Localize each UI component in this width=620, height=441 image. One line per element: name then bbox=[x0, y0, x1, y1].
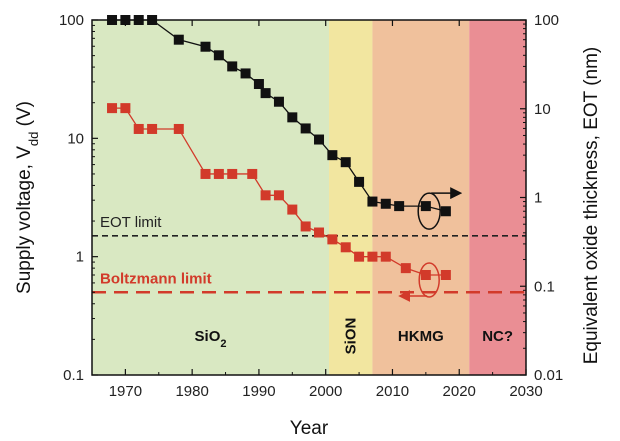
reference-line-1-label: Boltzmann limit bbox=[100, 270, 212, 287]
x-tick-label-5: 2020 bbox=[443, 383, 476, 400]
series-1-point-1 bbox=[120, 103, 131, 114]
series-1-point-6 bbox=[213, 168, 224, 179]
series-0-point-11 bbox=[273, 96, 284, 107]
series-0-point-9 bbox=[253, 79, 264, 90]
y-left-tick-label-3: 100 bbox=[59, 12, 84, 29]
reference-line-0-label: EOT limit bbox=[100, 214, 162, 231]
x-tick-label-1: 1980 bbox=[175, 383, 208, 400]
series-0-point-4 bbox=[173, 34, 184, 45]
region-3-band bbox=[469, 20, 526, 375]
series-0-point-15 bbox=[327, 150, 338, 161]
x-tick-label-4: 2010 bbox=[376, 383, 409, 400]
regions-layer: SiO2 SiON HKMG NC? bbox=[92, 20, 526, 375]
region-2-band bbox=[372, 20, 470, 375]
region-3-label-main: NC? bbox=[482, 328, 513, 345]
black-series-ellipse bbox=[417, 192, 441, 230]
series-0-point-22 bbox=[440, 206, 451, 217]
y-axis-left-title: Supply voltage, Vdd (V) bbox=[14, 101, 41, 294]
y-left-tick-label-0: 0.1 bbox=[63, 367, 84, 384]
y-right-tick-label-0: 0.01 bbox=[534, 367, 563, 384]
y-right-tick-label-3: 10 bbox=[534, 101, 551, 118]
region-2-label-main: HKMG bbox=[398, 328, 444, 345]
y-axis-right-title: Equivalent oxide thickness, EOT (nm) bbox=[581, 47, 602, 365]
series-0-point-21 bbox=[420, 201, 431, 212]
series-1-point-8 bbox=[247, 168, 258, 179]
region-1-label: SiON bbox=[343, 318, 360, 355]
y-axis-left-title-main: Supply voltage, V bbox=[14, 146, 35, 294]
x-axis-title: Year bbox=[290, 418, 329, 439]
series-1-point-7 bbox=[227, 168, 238, 179]
series-0-point-13 bbox=[300, 123, 311, 134]
series-1-point-19 bbox=[400, 263, 411, 274]
region-0-label-main: SiO bbox=[195, 328, 221, 345]
series-1-point-20 bbox=[420, 269, 431, 280]
region-0-label: SiO2 bbox=[195, 328, 227, 350]
reference-lines-layer: EOT limit Boltzmann limit bbox=[92, 214, 526, 294]
region-0-band bbox=[92, 20, 330, 375]
series-1-point-13 bbox=[314, 227, 325, 238]
series-1-point-15 bbox=[340, 242, 351, 253]
series-1-point-0 bbox=[107, 103, 118, 114]
region-1-label-main: SiON bbox=[343, 318, 360, 355]
y-axis-left-title-sub: dd bbox=[26, 132, 41, 146]
x-tick-label-6: 2030 bbox=[509, 383, 542, 400]
series-0-point-17 bbox=[354, 176, 365, 187]
series-1-point-21 bbox=[440, 269, 451, 280]
series-0-point-19 bbox=[380, 198, 391, 209]
series-0-point-12 bbox=[287, 112, 298, 123]
series-1-point-16 bbox=[354, 251, 365, 262]
series-1-point-2 bbox=[133, 123, 144, 134]
x-tick-label-2: 1990 bbox=[242, 383, 275, 400]
y-axis-left-title-unit: (V) bbox=[14, 101, 35, 132]
series-0-point-6 bbox=[213, 50, 224, 61]
series-0-point-18 bbox=[367, 196, 378, 207]
x-tick-label-0: 1970 bbox=[109, 383, 142, 400]
series-0-point-8 bbox=[240, 68, 251, 79]
region-0-label-sub: 2 bbox=[220, 338, 226, 350]
region-2-label: HKMG bbox=[398, 328, 444, 345]
series-1-point-18 bbox=[380, 251, 391, 262]
y-left-tick-label-2: 10 bbox=[67, 130, 84, 147]
annotation-layer bbox=[398, 187, 463, 302]
region-1-band bbox=[329, 20, 373, 375]
series-0-point-5 bbox=[200, 41, 211, 52]
axes-layer: 1970 1980 1990 2000 2010 2020 2030 0.1 1 10 100 0.0… bbox=[59, 12, 563, 400]
red-series-ellipse bbox=[418, 262, 440, 298]
series-0-point-16 bbox=[340, 157, 351, 168]
x-tick-label-3: 2000 bbox=[309, 383, 342, 400]
series-0-point-10 bbox=[260, 88, 271, 99]
series-1-point-12 bbox=[300, 221, 311, 232]
series-1-line bbox=[112, 107, 446, 276]
series-1-point-9 bbox=[260, 190, 271, 201]
series-0-point-14 bbox=[314, 134, 325, 145]
series-1-point-14 bbox=[327, 234, 338, 245]
y-right-tick-label-4: 100 bbox=[534, 12, 559, 29]
series-1-point-10 bbox=[273, 190, 284, 201]
y-right-tick-label-1: 0.1 bbox=[534, 278, 555, 295]
series-0-point-20 bbox=[394, 201, 405, 212]
series-1-point-5 bbox=[200, 168, 211, 179]
series-1-point-17 bbox=[367, 251, 378, 262]
series-0-point-7 bbox=[227, 61, 238, 72]
series-1-point-4 bbox=[173, 123, 184, 134]
y-right-tick-label-2: 1 bbox=[534, 190, 542, 207]
series-1-point-11 bbox=[287, 204, 298, 215]
region-3-label: NC? bbox=[482, 328, 513, 345]
y-left-tick-label-1: 1 bbox=[76, 249, 84, 266]
series-1-point-3 bbox=[147, 123, 158, 134]
